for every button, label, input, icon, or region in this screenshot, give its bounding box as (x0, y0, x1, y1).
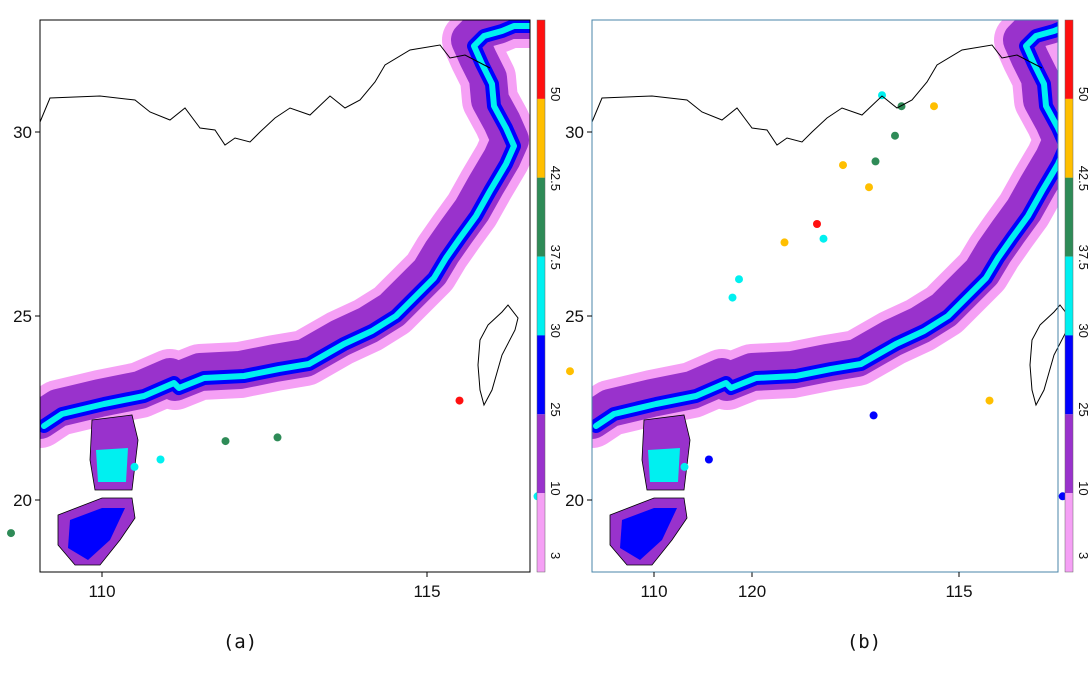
inland-boundary (591, 44, 1043, 146)
y-tick-label-1: 25 (565, 307, 584, 326)
station-point-13 (455, 396, 464, 405)
station-point-1 (897, 102, 906, 111)
colorbar-segment-0 (537, 20, 545, 99)
hainan-inner-band (620, 508, 677, 560)
station-point-11 (985, 396, 994, 405)
colorbar-label-0: 50 (548, 87, 563, 101)
colorbar-segment-1 (1065, 98, 1073, 178)
colorbar-segment-5 (1065, 414, 1073, 494)
station-point-6 (865, 183, 873, 192)
colorbar: 50 42.5 37.5 30 25 10 3 (536, 19, 563, 573)
station-point-14 (704, 455, 713, 464)
panel-caption-b: (b) (847, 631, 881, 653)
peninsula-inner-band (648, 448, 680, 482)
station-point-15 (680, 462, 689, 471)
inland-boundary (39, 44, 491, 146)
coast-band-1 (40, 20, 530, 420)
station-point-16 (221, 437, 230, 446)
map-frame (39, 19, 531, 573)
x-tick-label-1: 115 (413, 582, 440, 601)
map-frame (591, 19, 1059, 573)
station-point-19 (7, 529, 15, 538)
x-tick-label-2: 120 (738, 582, 766, 601)
colorbar-segment-6 (537, 493, 545, 572)
colorbar-border (1064, 19, 1074, 573)
station-point-8 (819, 234, 828, 243)
colorbar-segment-5 (537, 414, 545, 494)
taiwan-outline (477, 304, 519, 406)
colorbar-label-3: 30 (1076, 323, 1088, 337)
colorbar-label-3: 30 (548, 323, 563, 337)
coastal-shading (40, 20, 534, 566)
colorbar-segment-3 (1065, 256, 1073, 336)
hainan-inner-band (68, 508, 125, 560)
colorbar-label-1: 42.5 (548, 166, 563, 191)
y-tick-label-0: 30 (565, 123, 584, 142)
taiwan-outline (1029, 304, 1071, 406)
colorbar-label-5: 10 (1076, 481, 1088, 495)
colorbar-label-6: 3 (548, 552, 563, 559)
station-point-10 (735, 275, 743, 284)
x-tick-label-0: 110 (88, 582, 115, 601)
colorbar-label-6: 3 (1076, 552, 1088, 559)
colorbar-label-0: 50 (1076, 87, 1088, 101)
coast-band-1 (592, 20, 1082, 420)
station-point-15 (273, 433, 282, 442)
colorbar-segment-2 (1065, 177, 1073, 257)
station-point-12 (1058, 492, 1067, 501)
colorbar-label-2: 37.5 (548, 245, 563, 270)
colorbar-segment-1 (537, 98, 545, 178)
colorbar-segment-3 (537, 256, 545, 336)
colorbar-label-5: 10 (548, 481, 563, 495)
y-tick-label-2: 20 (565, 491, 584, 510)
colorbar-label-4: 25 (548, 402, 563, 416)
colorbar-segment-0 (1065, 20, 1073, 99)
colorbar-segment-4 (537, 335, 545, 415)
station-point-12 (566, 367, 574, 376)
station-point-11 (728, 293, 737, 302)
y-tick-label-0: 30 (13, 123, 32, 142)
x-tick-label-0: 110 (640, 582, 667, 601)
colorbar-segment-6 (1065, 493, 1073, 572)
station-point-0 (930, 102, 938, 111)
station-point-7 (813, 220, 821, 228)
colorbar: 50 42.5 37.5 30 25 10 3 (1064, 19, 1088, 573)
y-tick-label-2: 20 (13, 491, 32, 510)
peninsula-inner-band (96, 448, 128, 482)
station-point-9 (780, 238, 789, 247)
colorbar-border (536, 19, 546, 573)
coastal-shading (592, 20, 1086, 566)
station-point-13 (869, 411, 878, 420)
colorbar-label-1: 42.5 (1076, 166, 1088, 191)
station-point-18 (130, 462, 139, 471)
colorbar-segment-2 (537, 177, 545, 257)
x-tick-label-1: 115 (945, 582, 972, 601)
colorbar-segment-4 (1065, 335, 1073, 415)
station-point-17 (156, 455, 165, 464)
colorbar-label-2: 37.5 (1076, 245, 1088, 270)
map-panel-b: 110 115 120 30 25 20 50 42.5 37.5 30 25 10 3 (b) (565, 19, 1088, 653)
panel-caption-a: (a) (223, 631, 257, 653)
station-point-5 (839, 161, 847, 170)
station-point-4 (871, 157, 880, 166)
station-point-3 (891, 131, 899, 140)
colorbar-label-4: 25 (1076, 402, 1088, 416)
y-tick-label-1: 25 (13, 307, 32, 326)
